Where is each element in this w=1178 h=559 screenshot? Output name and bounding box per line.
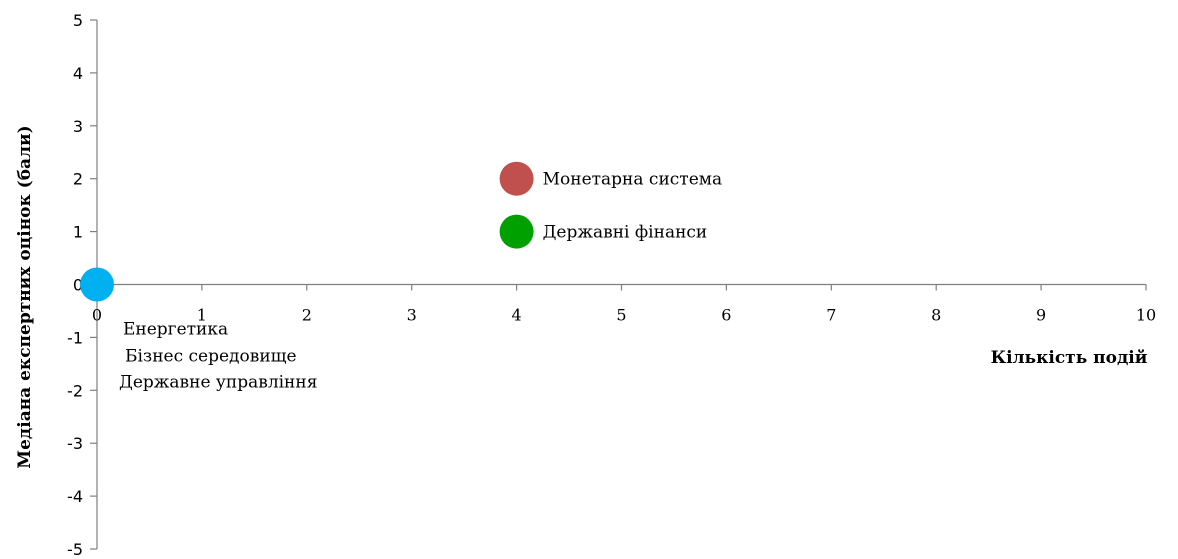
x-tick-label: 8 — [931, 306, 941, 325]
data-point-label: Монетарна система — [543, 170, 723, 190]
y-tick-label: 0 — [73, 276, 83, 295]
data-point-label: Енергетика — [123, 320, 228, 340]
y-tick-label: -1 — [67, 328, 83, 347]
y-tick-label: -5 — [67, 540, 83, 559]
x-tick-label: 0 — [92, 306, 102, 325]
y-tick-label: 2 — [73, 170, 83, 189]
data-points: Монетарна система Державні фінанси Енергет… — [80, 161, 723, 393]
y-tick-label: -3 — [67, 434, 83, 453]
x-tick-label: 2 — [302, 306, 312, 325]
x-axis-title: Кількість подій — [991, 348, 1148, 368]
x-tick-label: 4 — [512, 306, 522, 325]
y-tick-label: 4 — [73, 64, 83, 83]
data-point — [80, 267, 114, 302]
y-tick-label: -4 — [67, 487, 83, 506]
x-axis: 0 1 2 3 4 5 6 7 8 9 10 — [92, 283, 1156, 325]
x-tick-label: 1 — [197, 306, 207, 325]
y-axis-title: Медіана експертних оцінок (бали) — [15, 125, 35, 468]
x-tick-label: 7 — [826, 306, 836, 325]
x-tick-label: 9 — [1036, 306, 1046, 325]
data-point-label: Державні фінанси — [543, 223, 708, 243]
y-tick-label: 1 — [73, 223, 83, 242]
x-tick-label: 5 — [616, 306, 626, 325]
y-tick-label: -2 — [67, 381, 83, 400]
data-point-label: Державне управління — [119, 373, 317, 393]
y-axis: -5 -4 -3 -2 -1 0 1 2 3 4 5 — [67, 11, 98, 559]
x-tick-label: 10 — [1136, 306, 1156, 325]
x-tick-label: 3 — [407, 306, 417, 325]
y-tick-label: 5 — [73, 11, 83, 30]
data-point — [499, 214, 534, 249]
y-tick-label: 3 — [73, 117, 83, 136]
x-tick-label: 6 — [721, 306, 731, 325]
data-point — [499, 161, 534, 196]
data-point-label: Бізнес середовище — [125, 347, 297, 367]
